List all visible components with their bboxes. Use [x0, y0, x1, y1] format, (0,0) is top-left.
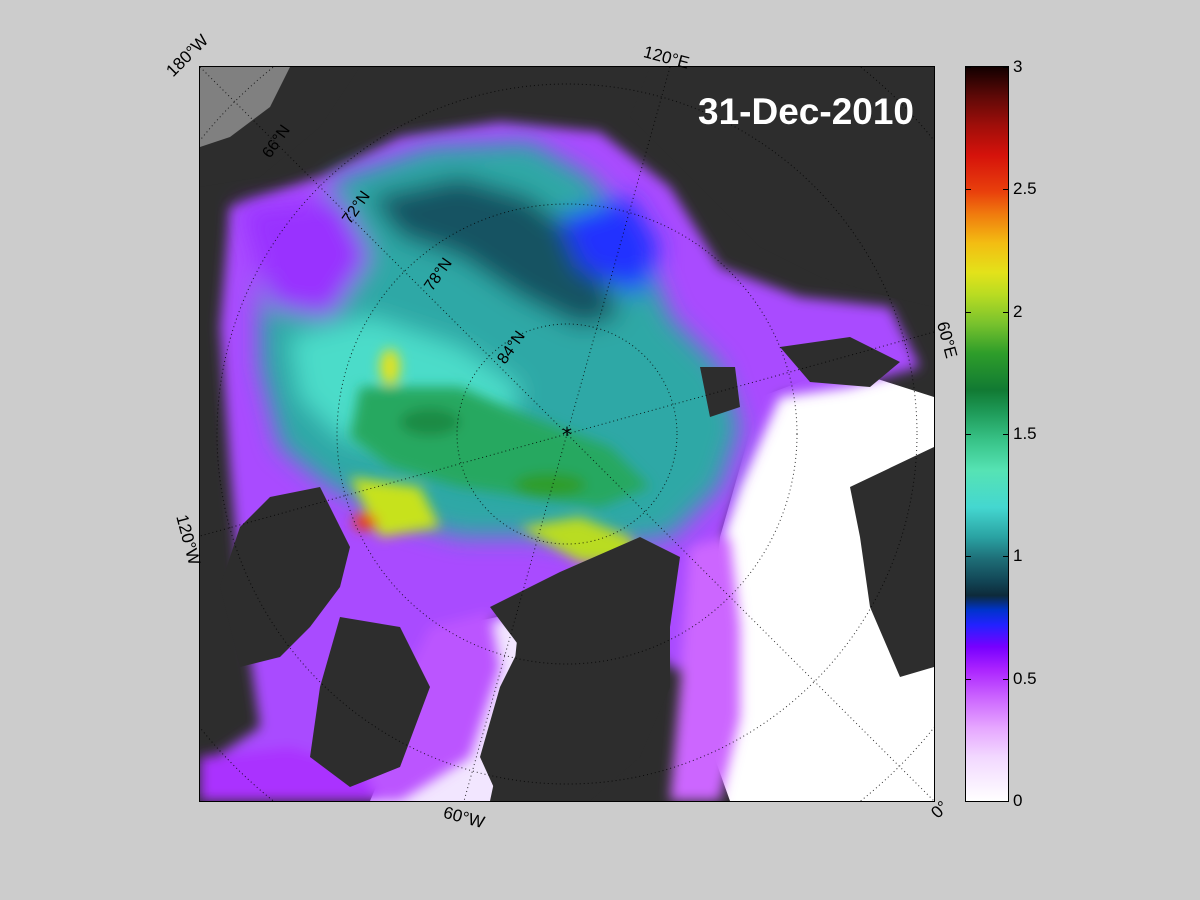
lon-label-60w: 60°W — [441, 802, 487, 833]
colorbar-tick-label: 0.5 — [1013, 668, 1037, 688]
lat-circle-84 — [456, 323, 678, 545]
colorbar-tick-mark — [966, 67, 971, 68]
colorbar-tick-mark — [1003, 678, 1008, 680]
alaska-gray-land — [200, 67, 290, 147]
colorbar-tick-mark — [966, 801, 971, 802]
canadian-archipelago-land — [220, 487, 350, 667]
thick-ice-patch-b — [514, 473, 586, 497]
lon-label-120w: 120°W — [172, 512, 204, 568]
lon-label-60e: 60°E — [933, 319, 961, 361]
ice-thickness-map: * 66°N 72°N 78°N 84°N — [200, 67, 934, 801]
purple-ice-east-siberian — [240, 197, 370, 317]
colorbar — [965, 66, 1009, 802]
colorbar-tick-mark — [1003, 189, 1008, 191]
colorbar-tick-mark — [1003, 801, 1008, 802]
colorbar-tick-label: 2.5 — [1013, 179, 1037, 199]
colorbar-tick-mark — [1003, 434, 1008, 435]
meridian-60e-120w — [200, 331, 934, 537]
colorbar-tick-mark — [966, 189, 971, 191]
svalbard-land — [700, 367, 740, 417]
colorbar-tick-mark — [1003, 556, 1008, 558]
siberia-land — [630, 67, 934, 307]
dark-teal-ice-eurasian — [370, 177, 620, 327]
colorbar-tick-label: 1 — [1013, 546, 1023, 566]
colorbar-tick-label: 0 — [1013, 791, 1023, 810]
thin-ice-greenland-east — [670, 537, 740, 801]
lon-label-0: 0° — [927, 797, 953, 823]
colorbar-tick-mark — [966, 678, 971, 680]
blue-ice-kara — [560, 197, 660, 297]
colorbar-tick-label: 2 — [1013, 301, 1023, 321]
thick-ice-patch-a — [400, 408, 460, 436]
colorbar-tick-mark — [1003, 311, 1008, 313]
colorbar-tick-mark — [966, 556, 971, 558]
graticule — [200, 67, 934, 801]
colorbar-tick-label: 1.5 — [1013, 424, 1037, 443]
lat-circle-72 — [216, 83, 918, 785]
scandinavia-land — [850, 447, 934, 677]
greenland-land — [480, 537, 680, 801]
colorbar-tick-mark — [966, 434, 971, 435]
thick-ice-red-spot — [353, 514, 377, 530]
map-panel: * 66°N 72°N 78°N 84°N 31-Dec-2010 — [199, 66, 935, 802]
colorbar-tick-label: 3 — [1013, 57, 1023, 76]
baffin-island-land — [310, 617, 430, 787]
lat-circle-78 — [336, 203, 798, 665]
thick-ice-yellow-spot — [380, 349, 400, 385]
date-label: 31-Dec-2010 — [698, 91, 914, 132]
colorbar-tick-mark — [1003, 67, 1008, 68]
colorbar-tick-mark — [966, 311, 971, 313]
pole-marker: * — [562, 423, 572, 447]
novaya-zemlya-land — [780, 337, 900, 387]
